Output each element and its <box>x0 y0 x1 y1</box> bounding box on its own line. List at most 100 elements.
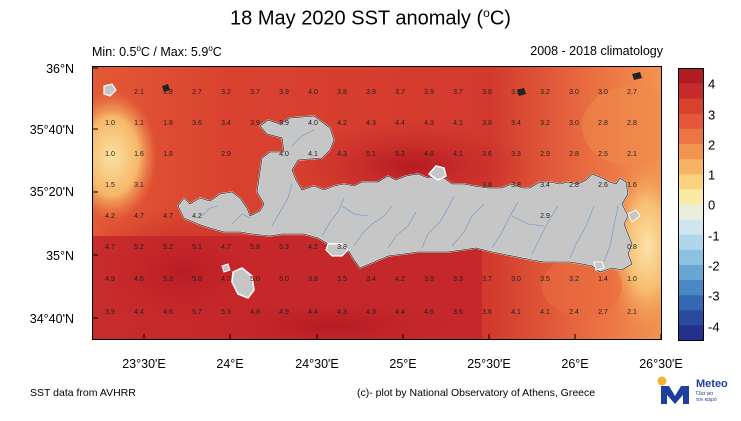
anomaly-value: 5.0 <box>192 276 202 283</box>
anomaly-value: 4.1 <box>540 309 550 316</box>
anomaly-value: 4.2 <box>192 213 202 220</box>
colorbar-cell <box>678 128 704 145</box>
anomaly-value: 4.7 <box>134 213 144 220</box>
anomaly-value: 3.8 <box>337 244 347 251</box>
anomaly-value: 4.4 <box>134 309 144 316</box>
anomaly-value: 4.7 <box>163 213 173 220</box>
colorbar-cell <box>678 204 704 220</box>
anomaly-value: 2.9 <box>540 151 550 158</box>
colorbar-cell <box>678 310 704 326</box>
antikythera-island <box>103 83 117 97</box>
lon-label-23-30e: 23°30'E <box>122 357 166 371</box>
anomaly-value: 2.6 <box>598 182 608 189</box>
gavdopoula-island <box>221 263 231 273</box>
anomaly-value: 1.6 <box>627 182 637 189</box>
meteo-logo-text: Meteo <box>696 378 728 390</box>
lon-label-25e: 25°E <box>389 357 417 371</box>
anomaly-value: 3.0 <box>511 276 521 283</box>
colorbar <box>678 68 704 341</box>
kasos-islet <box>632 72 642 80</box>
anomaly-value: 4.2 <box>105 213 115 220</box>
anomaly-value: 2.7 <box>627 89 637 96</box>
anomaly-value: 3.9 <box>250 120 260 127</box>
anomaly-value: 3.8 <box>337 89 347 96</box>
anomaly-value: 3.0 <box>569 89 579 96</box>
anomaly-value: 1.0 <box>627 276 637 283</box>
elasa-islet <box>627 209 641 223</box>
anomaly-value: 4.6 <box>163 309 173 316</box>
anomaly-value: 4.6 <box>134 276 144 283</box>
colorbar-label-4: 4 <box>708 76 716 92</box>
map-title: 18 May 2020 SST anomaly (oC) <box>230 6 511 30</box>
meteo-logo <box>657 376 689 404</box>
anomaly-value: 4.3 <box>366 309 376 316</box>
anomaly-value: 3.2 <box>221 89 231 96</box>
cool-northeast-zone <box>582 86 662 166</box>
anomaly-value: 5.0 <box>250 276 260 283</box>
colorbar-cell <box>678 295 704 311</box>
min-max-label: Min: 0.5oC / Max: 5.9oC <box>92 44 222 60</box>
anomaly-value-labels: 2.1 1.8 2.7 3.2 3.7 3.9 4.0 3.8 3.9 3.7 3.9 3.7 3.8 3… <box>105 89 637 316</box>
anomaly-value: 3.7 <box>250 89 260 96</box>
anomaly-value: 3.3 <box>511 151 521 158</box>
anomaly-value: 4.2 <box>308 244 318 251</box>
koufonisi-islet <box>593 261 605 271</box>
colorbar-label-1: 1 <box>708 167 716 183</box>
credit-note: (c)- plot by National Observatory of Ath… <box>357 387 596 399</box>
rivers <box>201 129 619 263</box>
anomaly-value: 3.8 <box>482 89 492 96</box>
anomaly-value: 1.8 <box>163 151 173 158</box>
anomaly-value: 3.9 <box>279 89 289 96</box>
lon-label-26-30e: 26°30'E <box>639 357 683 371</box>
anomaly-value: 3.9 <box>279 120 289 127</box>
colorbar-cell <box>678 325 704 341</box>
colorbar-label-neg2: -2 <box>708 258 720 274</box>
colorbar-cell <box>678 174 704 190</box>
anomaly-value: 3.5 <box>540 276 550 283</box>
colorbar-cell <box>678 144 704 160</box>
anomaly-value: 5.3 <box>279 244 289 251</box>
dia-island <box>427 165 447 181</box>
lat-label-35n: 35°N <box>46 249 74 263</box>
paximadia-islet <box>325 243 349 257</box>
colorbar-cell <box>678 83 704 100</box>
anomaly-value: 4.8 <box>250 309 260 316</box>
anomaly-value: 3.0 <box>569 120 579 127</box>
anomaly-value: 5.2 <box>134 244 144 251</box>
anomaly-value: 4.2 <box>337 120 347 127</box>
colorbar-label-neg4: -4 <box>708 319 720 335</box>
colorbar-label-neg3: -3 <box>708 288 720 304</box>
anomaly-value: 1.8 <box>163 89 173 96</box>
anomaly-value: 3.8 <box>482 120 492 127</box>
anomaly-value: 5.1 <box>366 151 376 158</box>
anomaly-value: 3.4 <box>511 120 521 127</box>
anomaly-value: 1.6 <box>134 151 144 158</box>
meteo-logo-tagline: Όλα για τον καιρό <box>696 391 717 403</box>
lon-label-26e: 26°E <box>561 357 589 371</box>
colorbar-label-3: 3 <box>708 107 716 123</box>
lat-label-35-40n: 35°40'N <box>29 123 74 137</box>
anomaly-value: 2.1 <box>627 151 637 158</box>
anomaly-value: 2.1 <box>627 309 637 316</box>
cool-northwest-zone <box>92 91 157 221</box>
anomaly-value: 0.8 <box>627 244 637 251</box>
anomaly-value: 3.7 <box>395 89 405 96</box>
anomaly-value: 3.2 <box>540 120 550 127</box>
anomaly-value: 3.2 <box>569 276 579 283</box>
anomaly-value: 2.7 <box>598 309 608 316</box>
anomaly-value: 5.0 <box>279 276 289 283</box>
pori-islet <box>162 84 170 92</box>
map-frame <box>92 66 662 340</box>
anomaly-value: 2.1 <box>134 89 144 96</box>
anomaly-value: 4.3 <box>337 309 347 316</box>
colorbar-cell <box>678 189 704 205</box>
anomaly-value: 3.3 <box>453 276 463 283</box>
lat-label-34-40n: 34°40'N <box>29 312 74 326</box>
anomaly-value: 3.9 <box>424 89 434 96</box>
lon-label-24e: 24°E <box>216 357 244 371</box>
warm-south-zone <box>192 296 472 340</box>
anomaly-value: 2.9 <box>540 213 550 220</box>
anomaly-value: 4.7 <box>221 276 231 283</box>
climatology-label: 2008 - 2018 climatology <box>530 44 663 58</box>
colorbar-label-0: 0 <box>708 197 716 213</box>
